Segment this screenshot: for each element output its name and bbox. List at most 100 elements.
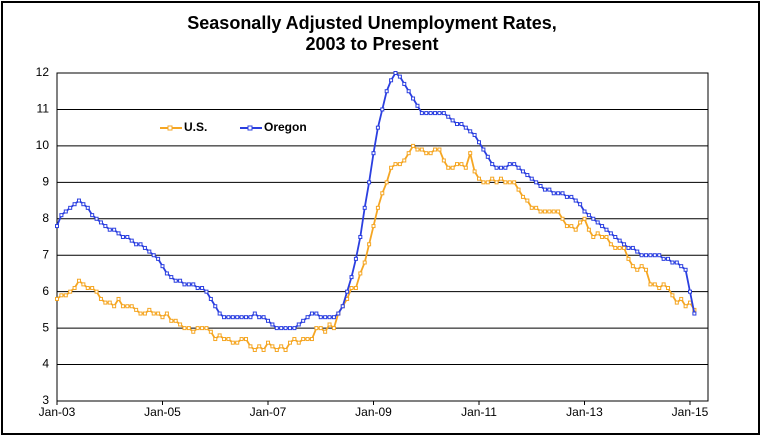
chart-subtitle: 2003 to Present [305, 34, 438, 54]
point [406, 89, 411, 94]
point [485, 154, 490, 159]
point [151, 253, 156, 258]
point [252, 311, 257, 316]
point [666, 256, 671, 261]
point [389, 165, 394, 170]
y-tick-label: 11 [37, 102, 50, 116]
point [494, 180, 499, 185]
point [178, 278, 183, 283]
point [450, 165, 455, 170]
point [305, 315, 310, 320]
point [516, 165, 521, 170]
point [367, 180, 372, 185]
point [569, 224, 574, 229]
point [169, 275, 174, 280]
point [604, 227, 609, 232]
point [274, 326, 279, 331]
point [336, 311, 341, 316]
point [129, 238, 134, 243]
point [560, 216, 565, 221]
y-tick-label: 7 [42, 247, 49, 261]
point [608, 231, 613, 236]
point [266, 318, 270, 323]
point [556, 191, 561, 196]
point [208, 329, 213, 334]
point [538, 183, 543, 188]
point [353, 256, 358, 261]
point [59, 293, 64, 298]
point [371, 151, 376, 156]
point [688, 289, 692, 294]
point [626, 245, 631, 250]
point [129, 304, 134, 309]
legend-label: U.S. [184, 120, 207, 134]
point [248, 344, 253, 349]
point [683, 267, 688, 272]
point [68, 205, 73, 210]
point [679, 296, 684, 301]
point [498, 165, 503, 170]
point [160, 264, 165, 269]
point [393, 162, 398, 167]
point [81, 202, 86, 207]
point [235, 340, 240, 345]
point [230, 315, 235, 320]
point [661, 282, 666, 287]
point [296, 322, 301, 327]
point [164, 311, 169, 316]
point [428, 111, 433, 116]
point [582, 216, 587, 221]
point [301, 318, 306, 323]
point [534, 180, 539, 185]
point [441, 111, 446, 116]
point [688, 300, 692, 305]
point [670, 293, 675, 298]
point [472, 169, 477, 174]
point [208, 296, 213, 301]
point [279, 344, 284, 349]
point [134, 242, 139, 247]
point [362, 260, 367, 265]
point [182, 282, 187, 287]
point [252, 347, 257, 352]
point [182, 326, 187, 331]
point [459, 122, 464, 127]
point [195, 286, 200, 291]
point [595, 231, 600, 236]
point [287, 340, 292, 345]
point [296, 340, 301, 345]
point [186, 282, 191, 287]
y-tick-label: 10 [36, 138, 50, 152]
point [560, 191, 565, 196]
point [112, 227, 117, 232]
point [230, 340, 235, 345]
point [468, 129, 473, 134]
point [534, 205, 539, 210]
point [600, 235, 605, 239]
point [525, 198, 530, 203]
point [608, 242, 613, 247]
point [248, 315, 253, 320]
y-tick-label: 9 [42, 175, 49, 189]
point [433, 111, 438, 116]
point [305, 337, 310, 342]
point [120, 304, 125, 309]
point [538, 209, 543, 214]
point [327, 315, 332, 320]
point [657, 253, 662, 258]
point [283, 347, 288, 352]
point [138, 311, 143, 316]
point [195, 326, 200, 331]
point [490, 176, 495, 181]
point [98, 220, 103, 225]
point [68, 289, 73, 294]
point [622, 245, 627, 250]
point [226, 315, 231, 320]
point [485, 180, 490, 185]
point [446, 165, 451, 170]
point [490, 162, 495, 167]
point [670, 260, 675, 265]
point [529, 176, 534, 181]
point [472, 132, 477, 137]
